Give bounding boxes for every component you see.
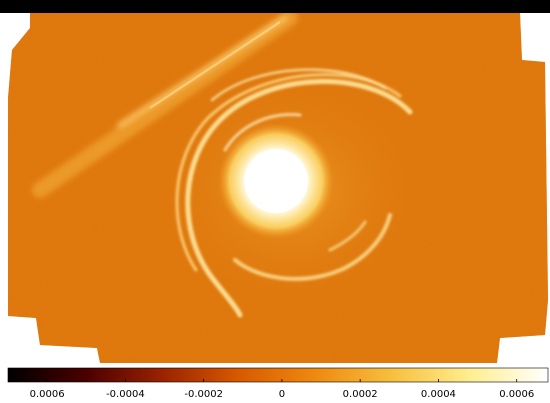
colorbar-tick-label: -0.0004 bbox=[106, 389, 145, 400]
top-border bbox=[0, 0, 550, 13]
colorbar-tick-label: 0.0004 bbox=[421, 389, 456, 400]
colorbar-tick-label: 0.0006 bbox=[30, 389, 65, 400]
colorbar-tick-label: 0 bbox=[279, 389, 285, 400]
colorbar-gradient bbox=[7, 367, 549, 383]
spiral-arcs bbox=[175, 68, 413, 318]
intensity-map bbox=[8, 13, 548, 363]
colorbar-ticks: 0.0006 -0.0004 -0.0002 0 0.0002 0.0004 0.0006 bbox=[30, 379, 534, 400]
colorbar-tick-label: 0.0002 bbox=[343, 389, 378, 400]
colorbar-tick-label: -0.0002 bbox=[184, 389, 223, 400]
colorbar-tick-label: 0.0006 bbox=[499, 389, 534, 400]
colorbar: 0.0006 -0.0004 -0.0002 0 0.0002 0.0004 0.0006 bbox=[7, 367, 549, 400]
